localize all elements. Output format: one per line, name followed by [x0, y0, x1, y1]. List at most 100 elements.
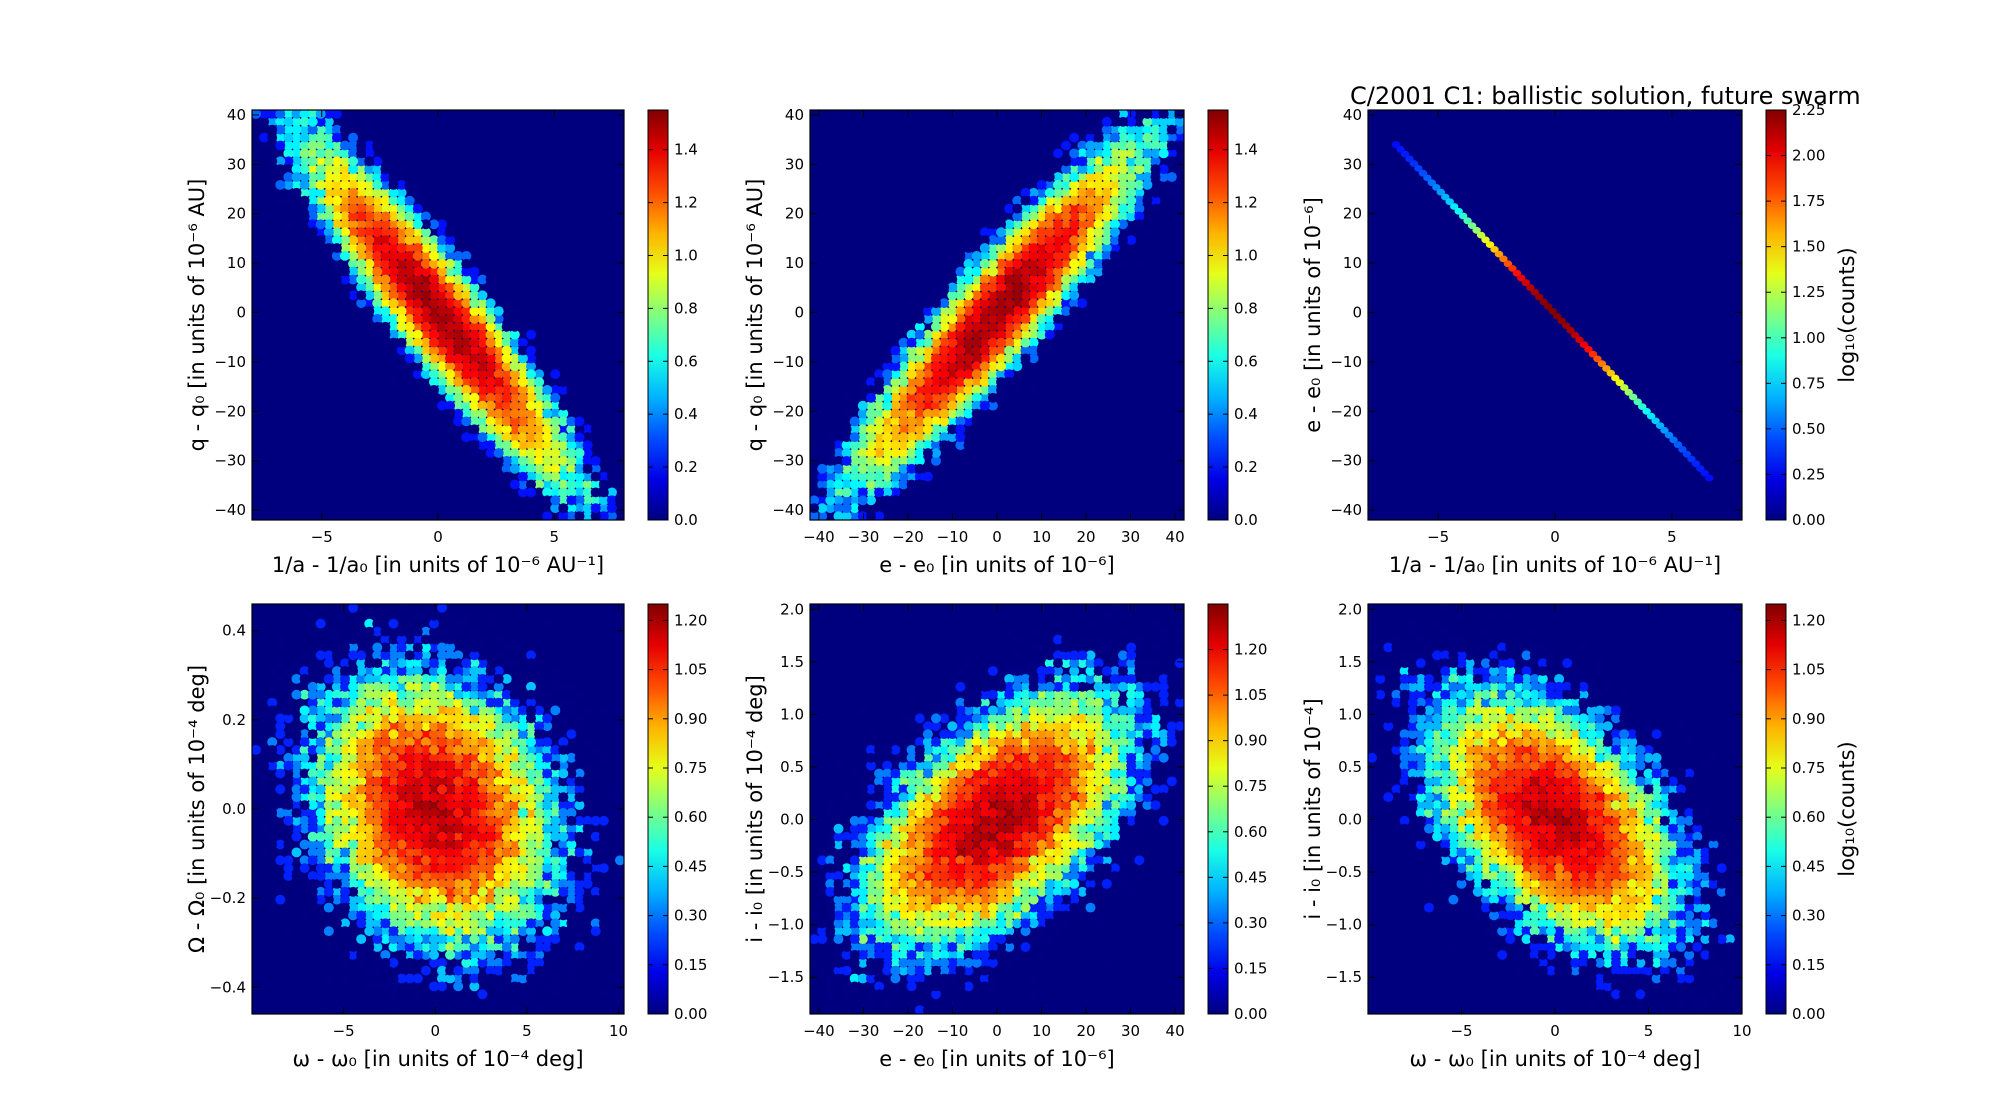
hexbin-cell — [356, 650, 367, 661]
hexbin-cell — [1642, 407, 1651, 415]
hexbin-cell — [493, 934, 504, 944]
hexbin-cell — [582, 926, 593, 937]
hexbin-cell — [906, 329, 917, 340]
hexbin-cell — [1077, 187, 1088, 198]
hexbin-cell — [1494, 250, 1504, 258]
hexbin-cell — [1134, 831, 1145, 842]
hexbin-cell — [291, 871, 302, 881]
hexbin-cell — [996, 831, 1007, 842]
colorbar-tick-label: 0.0 — [1234, 511, 1258, 529]
hexbin-cell — [412, 926, 423, 937]
hexbin-cell — [526, 965, 536, 976]
hexbin-cell — [866, 863, 876, 873]
hexbin-cell — [1134, 195, 1145, 206]
hexbin-cell — [356, 863, 367, 873]
hexbin-cell — [1012, 298, 1023, 309]
hexbin-cell — [291, 689, 302, 700]
hexbin-cell — [1085, 243, 1096, 253]
hexbin-cell — [987, 942, 998, 952]
hexbin-cell — [939, 910, 950, 921]
hexbin-cell — [841, 918, 852, 929]
hexbin-cell — [534, 369, 545, 379]
hexbin-cell — [461, 385, 472, 395]
hexbin-cell — [947, 902, 958, 913]
hexbin-cell — [1004, 353, 1015, 364]
hexbin-cell — [420, 745, 431, 755]
hexbin-cell — [412, 258, 423, 269]
hexbin-cell — [550, 855, 561, 866]
hexbin-cell — [501, 737, 512, 747]
hexbin-cell — [526, 879, 536, 889]
hexbin-cell — [922, 871, 933, 881]
hexbin-cell — [1093, 752, 1104, 763]
hexbin-cell — [971, 863, 982, 873]
hexbin-cell — [1684, 957, 1695, 968]
hexbin-cell — [566, 808, 577, 818]
hexbin-cell — [437, 768, 447, 779]
hexbin-cell — [534, 440, 545, 450]
hexbin-cell — [429, 894, 439, 905]
hexbin-cell — [493, 674, 504, 684]
x-axis-label: e - e₀ [in units of 10⁻⁶] — [879, 553, 1115, 577]
hexbin-cell — [380, 219, 391, 230]
hexbin-cell — [582, 808, 593, 818]
hexbin-cell — [1529, 879, 1540, 889]
hexbin-cell — [817, 503, 828, 514]
hexbin-cell — [1142, 156, 1153, 167]
hexbin-cell — [485, 792, 496, 803]
hexbin-cell — [453, 815, 464, 826]
hexbin-cell — [340, 251, 350, 261]
hexbin-cell — [517, 910, 528, 921]
hexbin-cell — [380, 203, 391, 214]
hexbin-cell — [1424, 713, 1434, 724]
hexbin-cell — [1101, 243, 1112, 253]
hexbin-cell — [606, 808, 617, 818]
hexbin-cell — [437, 705, 447, 716]
hexbin-cell — [1036, 235, 1047, 246]
hexbin-cell — [396, 910, 407, 921]
hexbin-cell — [1118, 148, 1128, 159]
hexbin-cell — [963, 855, 974, 866]
hexbin-cell — [461, 400, 472, 411]
hexbin-cell — [841, 879, 852, 889]
hexbin-cell — [517, 705, 528, 716]
hexbin-cell — [534, 400, 545, 411]
hexbin-cell — [939, 942, 950, 952]
hexbin-cell — [1158, 737, 1169, 747]
hexbin-cell — [380, 760, 391, 771]
hexbin-cell — [890, 823, 901, 834]
hexbin-cell — [882, 934, 893, 944]
hexbin-cell — [598, 894, 609, 905]
hexbin-cell — [420, 353, 431, 364]
hexbin-cell — [1101, 180, 1112, 190]
hexbin-cell — [987, 839, 998, 850]
hexbin-cell — [1036, 227, 1047, 238]
hexbin-cell — [396, 274, 407, 285]
hexbin-cell — [1142, 195, 1153, 206]
hexbin-cell — [558, 808, 569, 818]
hexbin-cell — [356, 886, 367, 897]
hexbin-cell — [906, 471, 917, 482]
hexbin-cell — [955, 290, 966, 301]
hexbin-cell — [461, 689, 472, 700]
hexbin-cell — [380, 697, 391, 708]
hexbin-cell — [550, 847, 561, 858]
hexbin-cell — [348, 164, 359, 175]
hexbin-cell — [914, 792, 925, 803]
hexbin-cell — [420, 831, 431, 842]
hexbin-cell — [922, 298, 933, 309]
hexbin-cell — [1077, 815, 1088, 826]
hexbin-cell — [404, 721, 415, 732]
hexbin-cell — [437, 989, 447, 1000]
hexbin-cell — [1077, 705, 1088, 716]
hexbin-cell — [1061, 894, 1072, 905]
hexbin-cell — [1061, 235, 1072, 246]
x-tick-label: 10 — [609, 1022, 628, 1040]
hexbin-cell — [412, 697, 423, 708]
hexbin-cell — [906, 369, 917, 379]
hexbin-cell — [1118, 713, 1128, 724]
hexbin-cell — [461, 610, 472, 621]
hexbin-cell — [340, 148, 350, 159]
hexbin-cell — [493, 926, 504, 937]
hexbin-cell — [331, 689, 342, 700]
